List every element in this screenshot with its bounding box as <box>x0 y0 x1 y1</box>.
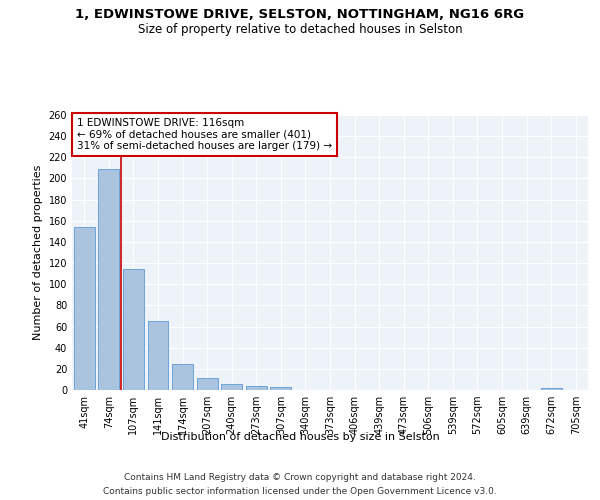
Text: Size of property relative to detached houses in Selston: Size of property relative to detached ho… <box>137 22 463 36</box>
Bar <box>123 270 144 390</box>
Text: 1 EDWINSTOWE DRIVE: 116sqm
← 69% of detached houses are smaller (401)
31% of sem: 1 EDWINSTOWE DRIVE: 116sqm ← 69% of deta… <box>77 118 332 151</box>
Bar <box>172 364 193 390</box>
Bar <box>541 388 562 390</box>
Y-axis label: Number of detached properties: Number of detached properties <box>33 165 43 340</box>
Bar <box>98 169 119 390</box>
Bar <box>197 378 218 390</box>
Bar <box>246 386 267 390</box>
Text: Contains HM Land Registry data © Crown copyright and database right 2024.: Contains HM Land Registry data © Crown c… <box>124 472 476 482</box>
Text: Contains public sector information licensed under the Open Government Licence v3: Contains public sector information licen… <box>103 488 497 496</box>
Text: 1, EDWINSTOWE DRIVE, SELSTON, NOTTINGHAM, NG16 6RG: 1, EDWINSTOWE DRIVE, SELSTON, NOTTINGHAM… <box>76 8 524 20</box>
Bar <box>221 384 242 390</box>
Bar <box>148 322 169 390</box>
Text: Distribution of detached houses by size in Selston: Distribution of detached houses by size … <box>161 432 439 442</box>
Bar <box>271 387 292 390</box>
Bar <box>74 227 95 390</box>
